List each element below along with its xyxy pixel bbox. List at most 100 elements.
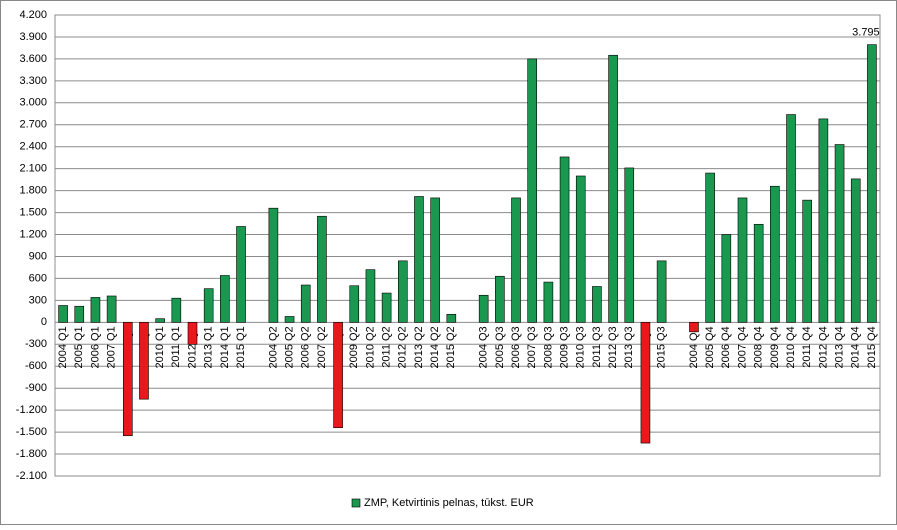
y-tick-label: 1.500	[19, 206, 47, 218]
bar	[171, 297, 182, 323]
bar	[705, 172, 715, 323]
bar	[155, 318, 165, 323]
y-tick-label: 3.900	[19, 31, 47, 43]
plot-frame	[54, 14, 881, 477]
x-tick-label: 2005 Q2	[283, 326, 295, 368]
bar	[495, 275, 505, 323]
x-tick-label: 2007 Q2	[316, 326, 328, 368]
x-tick-label: 2010 Q2	[364, 326, 376, 368]
y-tick-label: 600	[29, 272, 47, 284]
bar	[381, 292, 392, 323]
bar	[58, 305, 68, 323]
x-tick-label: 2011 Q2	[381, 326, 393, 367]
y-tick-label: 3.000	[19, 97, 47, 109]
bar	[365, 269, 376, 323]
x-tick-label: 2015 Q3	[656, 326, 668, 368]
bar	[430, 197, 440, 323]
y-tick-label: 1.800	[19, 185, 47, 197]
x-tick-label: 2008 Q3	[542, 326, 554, 368]
x-tick-label: 2012 Q2	[397, 326, 409, 368]
y-tick-label: 3.300	[19, 75, 47, 87]
legend-swatch	[351, 498, 361, 508]
bar	[656, 260, 667, 323]
y-tick-label: -600	[25, 360, 47, 372]
bar	[446, 313, 457, 323]
bar	[818, 118, 829, 323]
y-tick-label: 300	[29, 294, 47, 306]
bar	[850, 178, 861, 323]
x-tick-label: 2011 Q3	[591, 326, 603, 367]
bar	[543, 281, 554, 323]
y-tick-label: 1.200	[19, 228, 47, 240]
bar	[559, 156, 570, 323]
bar	[90, 297, 101, 323]
data-label: 3.795	[852, 27, 880, 39]
x-tick-label: 2010 Q1	[154, 326, 166, 368]
bar	[753, 223, 764, 323]
x-tick-label: 2008 Q4	[753, 326, 765, 368]
x-tick-label: 2004 Q1	[57, 326, 69, 368]
bar	[834, 144, 845, 323]
x-tick-label: 2015 Q2	[445, 326, 457, 368]
bar	[867, 44, 877, 323]
x-tick-label: 2007 Q1	[106, 326, 118, 368]
bar	[721, 234, 732, 323]
x-tick-label: 2014 Q4	[850, 326, 862, 368]
x-tick-label: 2015 Q1	[235, 326, 247, 368]
x-tick-label: 2004 Q3	[478, 326, 490, 368]
legend-label: ZMP, Ketvirtinis pelnas, tūkst. EUR	[364, 497, 534, 509]
bar	[592, 286, 602, 323]
y-tick-label: 2.400	[19, 141, 47, 153]
x-tick-label: 2004 Q2	[267, 326, 279, 368]
y-tick-label: 900	[29, 250, 47, 262]
bar	[511, 197, 521, 323]
x-tick-label: 2006 Q3	[510, 326, 522, 368]
y-tick-label: -300	[25, 338, 47, 350]
bar	[139, 322, 149, 400]
x-tick-label: 2005 Q4	[704, 326, 716, 368]
bar	[203, 288, 214, 323]
x-tick-label: 2007 Q3	[526, 326, 538, 368]
y-tick-label: 0	[41, 316, 47, 328]
bar	[640, 322, 651, 444]
bar	[74, 305, 85, 323]
y-tick-label: -1.800	[16, 448, 47, 460]
bar	[300, 284, 311, 323]
bar	[284, 316, 295, 323]
bar	[527, 58, 538, 323]
x-tick-label: 2006 Q1	[89, 326, 101, 368]
x-tick-label: 2009 Q2	[348, 326, 360, 368]
x-tick-label: 2007 Q4	[736, 326, 748, 368]
y-tick-label: -1.500	[16, 426, 47, 438]
x-tick-label: 2010 Q4	[785, 326, 797, 368]
x-tick-label: 2005 Q1	[73, 326, 85, 368]
x-tick-label: 2013 Q2	[413, 326, 425, 368]
x-tick-label: 2013 Q3	[623, 326, 635, 368]
x-tick-label: 2013 Q1	[203, 326, 215, 368]
y-tick-label: -2.100	[16, 470, 47, 482]
bar	[624, 167, 635, 323]
y-tick-label: 2.100	[19, 163, 47, 175]
bar	[689, 322, 699, 333]
bar	[737, 197, 748, 323]
bar	[802, 199, 813, 323]
x-tick-label: 2011 Q4	[801, 326, 813, 367]
bar	[317, 215, 327, 323]
x-tick-label: 2012 Q3	[607, 326, 619, 368]
x-tick-label: 2009 Q4	[769, 326, 781, 368]
y-tick-label: -900	[25, 382, 47, 394]
x-tick-label: 2010 Q3	[575, 326, 587, 368]
bar	[268, 207, 279, 323]
y-tick-label: 3.600	[19, 53, 47, 65]
bar	[122, 322, 133, 437]
bar	[478, 294, 489, 323]
bar	[770, 185, 780, 323]
bar	[220, 275, 230, 323]
bar	[106, 295, 117, 323]
x-tick-label: 2013 Q4	[833, 326, 845, 368]
bar	[575, 175, 586, 323]
x-tick-label: 2004 Q4	[688, 326, 700, 368]
y-tick-label: 2.700	[19, 119, 47, 131]
x-tick-label: 2006 Q4	[720, 326, 732, 368]
